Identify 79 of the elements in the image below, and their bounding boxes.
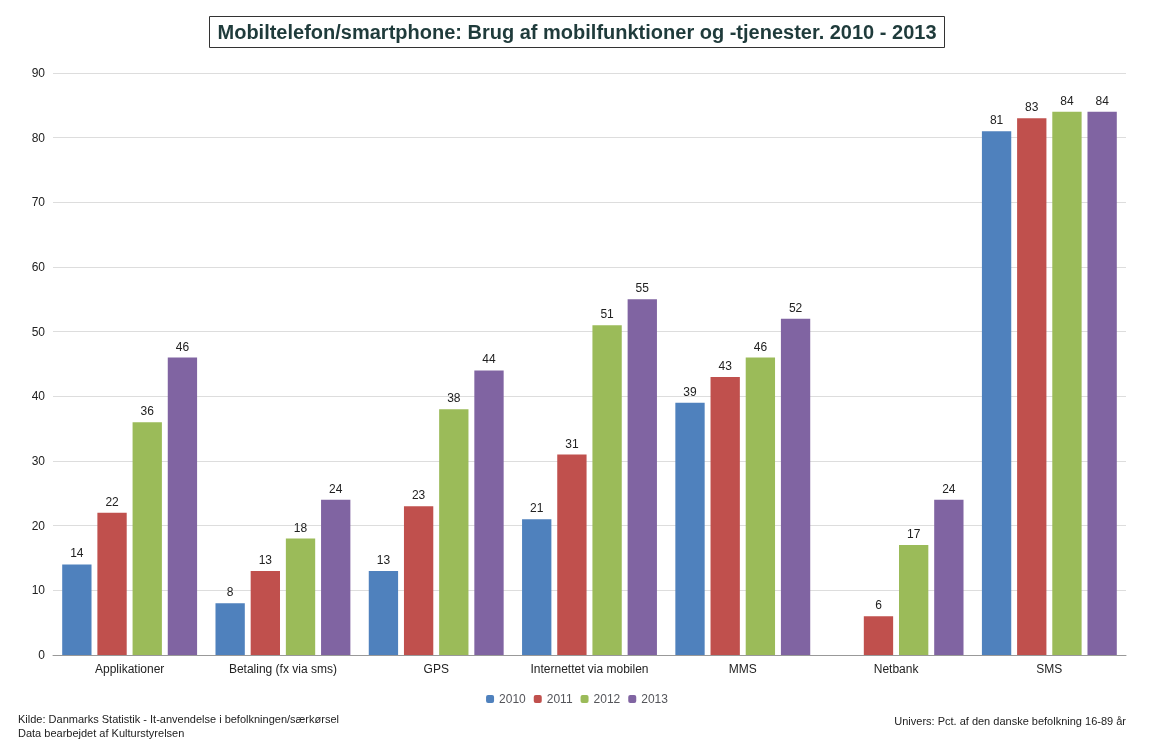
- data-label: 46: [753, 339, 768, 354]
- chart-title: Mobiltelefon/smartphone: Brug af mobilfunktioner og -tjenester. 2010 - 2013: [217, 21, 937, 43]
- data-label: 14: [70, 546, 84, 561]
- legend-label: 2011: [546, 692, 573, 706]
- data-label: 44: [482, 352, 496, 367]
- x-tick-label: Netbank: [873, 662, 920, 676]
- data-label: 55: [635, 281, 650, 296]
- bar: [439, 409, 469, 655]
- y-tick-label: 0: [38, 648, 46, 662]
- data-label: 8: [226, 585, 234, 600]
- bar: [627, 299, 657, 655]
- y-tick-label: 50: [31, 324, 46, 339]
- x-tick-label: SMS: [1036, 662, 1063, 676]
- bar: [522, 519, 552, 655]
- y-tick-label: 60: [31, 260, 46, 274]
- y-tick-label: 90: [31, 66, 46, 80]
- data-label: 83: [1025, 100, 1039, 115]
- data-label: 13: [376, 552, 391, 567]
- bar: [132, 422, 162, 655]
- data-label: 22: [105, 494, 120, 509]
- bar: [863, 616, 894, 655]
- bar: [934, 499, 964, 655]
- x-tick-label: Betaling (fx via sms): [228, 662, 337, 676]
- y-tick-label: 70: [31, 195, 46, 210]
- x-tick-label: GPS: [423, 662, 449, 676]
- data-label: 84: [1060, 93, 1074, 108]
- bar: [710, 376, 740, 655]
- data-label: 17: [906, 527, 921, 542]
- y-tick-label: 80: [31, 130, 46, 145]
- data-label: 21: [530, 501, 544, 516]
- bar: [250, 570, 280, 655]
- bar: [368, 570, 399, 655]
- data-label: 13: [258, 552, 273, 567]
- data-label: 39: [683, 384, 697, 399]
- x-tick-label: MMS: [728, 662, 757, 676]
- data-label: 6: [875, 598, 883, 613]
- data-label: 36: [140, 404, 155, 419]
- y-tick-label: 20: [31, 518, 46, 533]
- bar: [215, 603, 245, 655]
- bar: [1017, 118, 1047, 655]
- bar: [745, 357, 776, 655]
- legend-label: 2012: [593, 692, 621, 706]
- data-label: 51: [600, 307, 615, 322]
- bar: [981, 131, 1012, 655]
- bar: [474, 370, 504, 655]
- data-label: 52: [788, 300, 803, 315]
- data-label: 31: [565, 436, 579, 451]
- bar: [321, 499, 351, 655]
- x-tick-label: Internettet via mobilen: [530, 662, 649, 676]
- text: Univers: Pct. af den danske befolkning 16-89 år: [894, 714, 1127, 727]
- bar: [97, 512, 127, 655]
- data-label: 81: [989, 113, 1004, 128]
- bar: [62, 564, 92, 655]
- data-label: 18: [293, 520, 308, 535]
- text: Kilde: Danmarks Statistik - It-anvendelse i befolkningen/særkørsel: [18, 712, 339, 725]
- bar: [285, 538, 316, 655]
- text: Data bearbejdet af Kulturstyrelsen: [18, 726, 185, 739]
- bar: [1087, 111, 1117, 655]
- bar: [1052, 111, 1082, 655]
- bar: [403, 506, 434, 655]
- bar: [675, 402, 705, 655]
- x-tick-label: Applikationer: [94, 662, 165, 676]
- data-label: 46: [175, 339, 190, 354]
- y-tick-label: 40: [31, 389, 46, 404]
- data-label: 38: [447, 391, 461, 406]
- data-label: 23: [411, 488, 426, 503]
- legend-label: 2013: [641, 692, 669, 706]
- data-label: 24: [942, 481, 956, 496]
- bar: [167, 357, 198, 655]
- y-tick-label: 30: [31, 454, 46, 468]
- bar: [899, 545, 929, 655]
- data-label: 43: [718, 358, 733, 373]
- data-label: 84: [1095, 93, 1110, 108]
- bar: [592, 325, 622, 655]
- bar: [557, 454, 587, 655]
- data-label: 24: [329, 481, 343, 496]
- bar: [780, 318, 811, 655]
- legend-label: 2010: [499, 692, 527, 706]
- y-tick-label: 10: [31, 583, 46, 598]
